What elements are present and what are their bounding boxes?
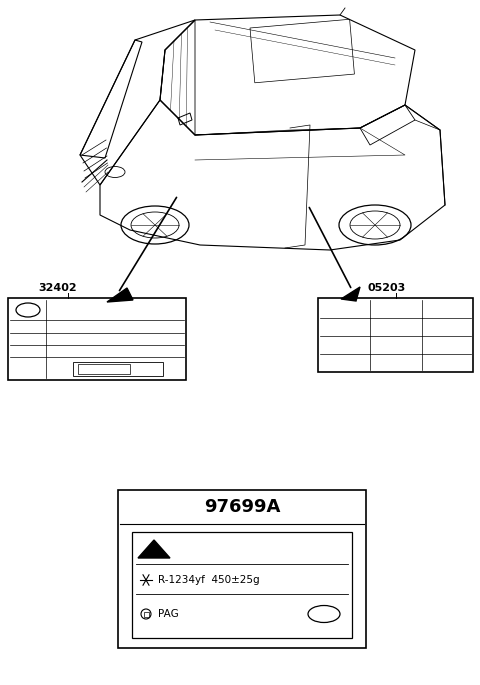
Bar xyxy=(144,612,148,616)
Text: PAG: PAG xyxy=(158,609,179,619)
Bar xyxy=(132,532,352,638)
Text: R-1234yf  450±25g: R-1234yf 450±25g xyxy=(158,575,260,585)
Polygon shape xyxy=(341,287,360,301)
Bar xyxy=(318,298,473,372)
Text: 32402: 32402 xyxy=(38,283,77,293)
Bar xyxy=(250,19,354,83)
Polygon shape xyxy=(138,540,170,558)
Bar xyxy=(78,364,130,374)
Polygon shape xyxy=(107,288,133,302)
Text: 97699A: 97699A xyxy=(204,498,280,516)
Bar xyxy=(8,298,186,380)
Bar xyxy=(118,490,366,648)
Bar xyxy=(73,362,163,376)
Text: 05203: 05203 xyxy=(368,283,406,293)
